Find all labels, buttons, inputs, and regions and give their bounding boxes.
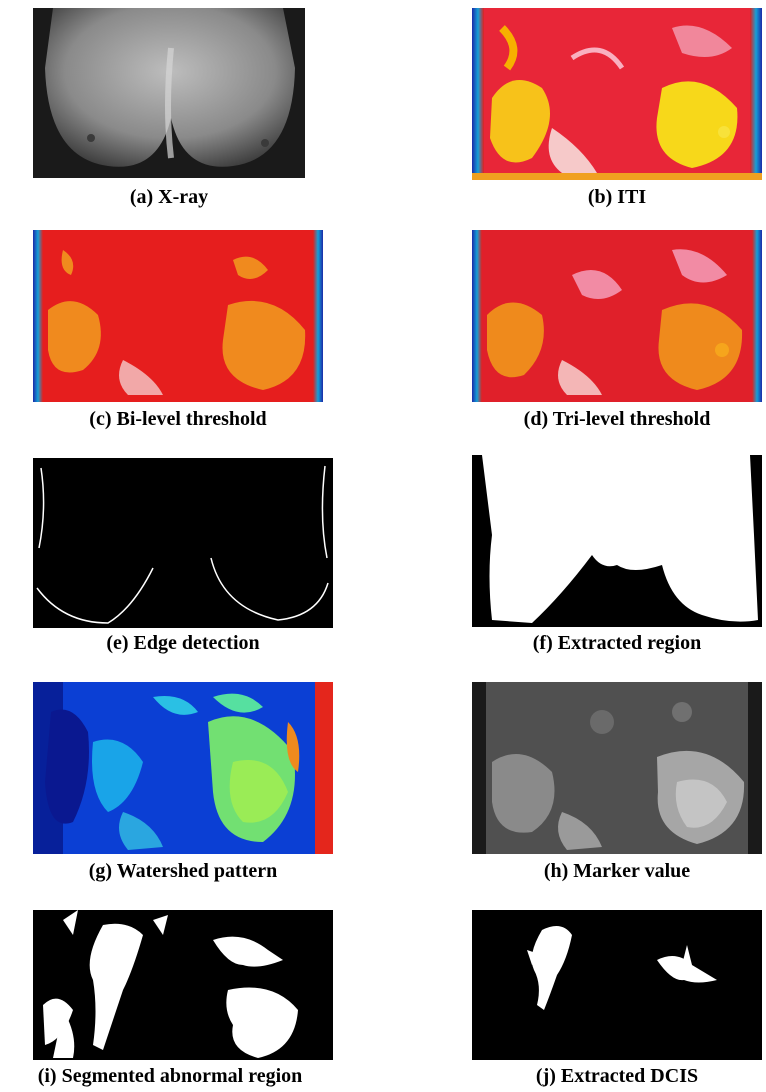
caption-d: (d) Tri-level threshold bbox=[523, 408, 711, 430]
panel-h-marker-image bbox=[472, 682, 762, 854]
panel-e-edge-image bbox=[33, 458, 333, 628]
panel-d-trilevel-image bbox=[472, 230, 762, 402]
caption-h: (h) Marker value bbox=[543, 860, 691, 882]
caption-b: (b) ITI bbox=[587, 186, 647, 208]
caption-e: (e) Edge detection bbox=[106, 632, 260, 654]
caption-f: (f) Extracted region bbox=[532, 632, 702, 654]
caption-i: (i) Segmented abnormal region bbox=[37, 1065, 303, 1087]
caption-c: (c) Bi-level threshold bbox=[89, 408, 267, 430]
caption-g: (g) Watershed pattern bbox=[88, 860, 278, 882]
panel-b-iti-image bbox=[472, 8, 762, 180]
panel-c-bilevel-image bbox=[33, 230, 323, 402]
panel-i-segmented-image bbox=[33, 910, 333, 1060]
panel-a-xray-image bbox=[33, 8, 305, 178]
panel-f-extracted-region-image bbox=[472, 455, 762, 627]
panel-j-dcis-image bbox=[472, 910, 762, 1060]
panel-g-watershed-image bbox=[33, 682, 333, 854]
caption-j: (j) Extracted DCIS bbox=[535, 1065, 699, 1087]
caption-a: (a) X-ray bbox=[129, 186, 209, 208]
